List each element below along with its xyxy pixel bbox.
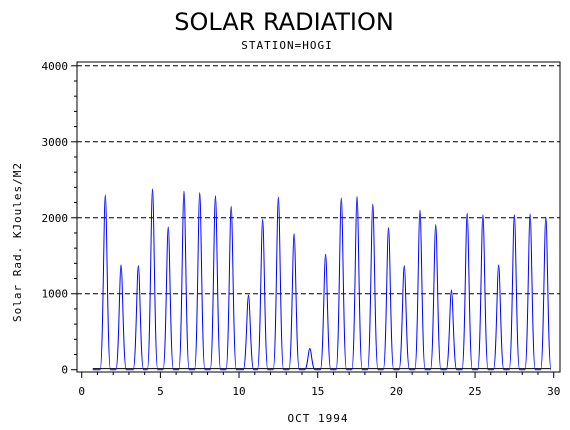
plot-frame [76, 61, 561, 373]
y-axis: 0 1000 2000 3000 4000 [42, 60, 77, 377]
x-tick-label: 25 [468, 385, 481, 398]
y-tick-label: 2000 [42, 212, 69, 225]
y-axis-label: Solar Rad. KJoules/M2 [11, 162, 24, 322]
x-tick-label: 0 [78, 385, 85, 398]
x-axis: 0 5 10 15 20 25 30 [78, 372, 560, 398]
x-tick-label: 10 [232, 385, 245, 398]
x-tick-label: 20 [390, 385, 403, 398]
y-tick-label: 4000 [42, 60, 69, 73]
x-tick-label: 15 [311, 385, 324, 398]
y-tick-label: 3000 [42, 136, 69, 149]
x-tick-label: 5 [157, 385, 164, 398]
chart-title: SOLAR RADIATION [174, 8, 394, 36]
y-tick-label: 0 [61, 364, 68, 377]
x-axis-label: OCT 1994 [288, 412, 349, 425]
grid-lines [77, 65, 560, 295]
y-tick-label: 1000 [42, 288, 69, 301]
series-solar-line [92, 188, 552, 371]
x-tick-label: 30 [547, 385, 560, 398]
chart-subtitle: STATION=HOGI [241, 39, 332, 52]
